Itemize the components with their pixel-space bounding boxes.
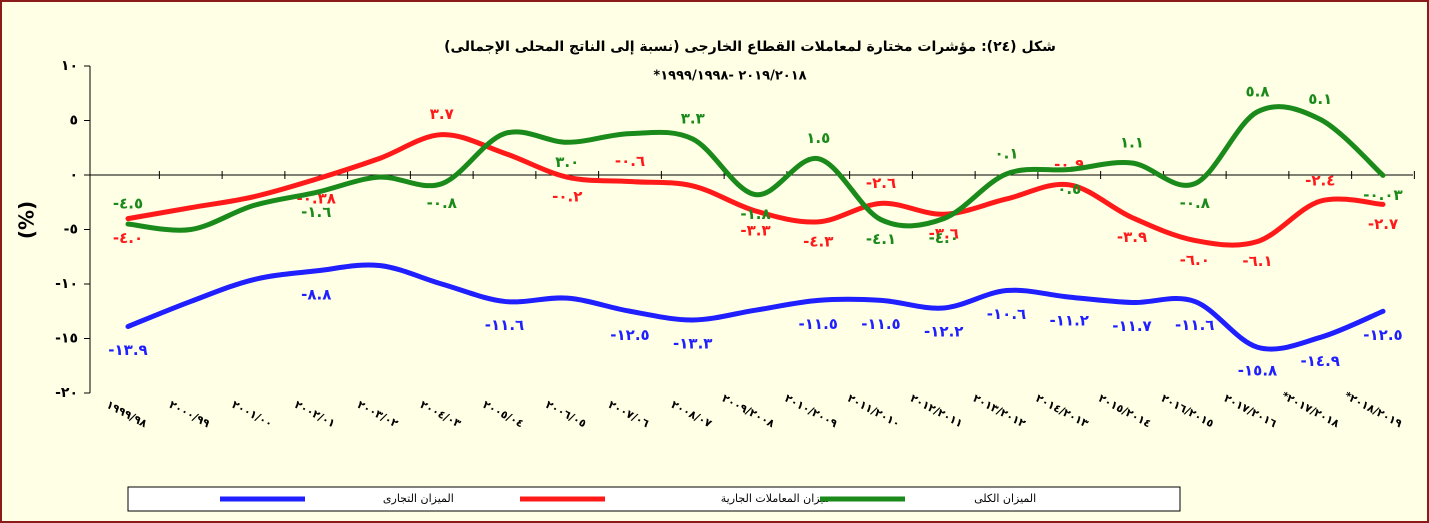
data-label: -٠.٨	[1180, 194, 1210, 212]
data-label: -١.٦	[301, 203, 331, 221]
data-label: -٣.٩	[1117, 228, 1147, 246]
data-label: -١١.٥	[861, 315, 900, 333]
data-label: -٤.٣	[803, 232, 833, 250]
y-tick-label: ٥	[69, 113, 78, 129]
data-label: -٢.٧	[1368, 215, 1398, 233]
data-label: -١٢.٥	[610, 326, 649, 344]
series-line	[125, 262, 1386, 352]
data-label: ١.١	[1120, 134, 1144, 152]
data-label: ٣.٣	[681, 110, 705, 128]
data-label: -٣.٦	[929, 225, 959, 243]
data-label: -١٢.٢	[924, 322, 963, 340]
legend-label: ميزان المعاملات الجارية	[721, 492, 830, 505]
y-tick-label: -١٥	[55, 331, 78, 347]
chart-subtitle: *٢٠١٩/٢٠١٨ -١٩٩٩/١٩٩٨	[653, 69, 806, 84]
data-label: -٤.٥	[113, 195, 143, 213]
data-label: -٤.٠	[929, 229, 959, 247]
data-label: -١٤.٩	[1301, 352, 1340, 370]
legend-label: الميزان التجارى	[383, 492, 454, 505]
data-label: -١٣.٩	[108, 341, 147, 359]
y-axis-label: (%)	[15, 201, 39, 239]
data-label: -١٣.٣	[673, 334, 712, 352]
data-label: -١١.٧	[1112, 317, 1151, 335]
data-label: -٤.١	[866, 230, 896, 248]
series-line	[125, 104, 1386, 233]
data-label: ١.٥	[806, 129, 830, 147]
data-label: -١١.٢	[1050, 312, 1089, 330]
y-tick-label: -٢٠	[55, 385, 78, 401]
data-label: -٦.١	[1242, 252, 1272, 270]
data-label: -٢.٤	[1305, 172, 1335, 190]
data-label: -٣.٣	[740, 221, 770, 239]
data-label: -٢.٦	[866, 174, 896, 192]
data-label: -٨.٨	[301, 285, 331, 303]
data-label: ٣.٧	[430, 105, 454, 123]
data-label: -١١.٥	[799, 315, 838, 333]
y-tick-label: -٥	[64, 222, 78, 238]
data-label: ٠.٥	[1057, 180, 1081, 198]
data-label: -١٢.٥	[1363, 326, 1402, 344]
data-label: -٠.٦	[615, 152, 645, 170]
data-label: ٥.٨	[1245, 82, 1269, 100]
data-label: -٦.٠	[1180, 251, 1210, 269]
data-label: -٤.٠	[113, 229, 143, 247]
data-label: -١١.٦	[1175, 316, 1214, 334]
data-label: -٠.٨	[427, 194, 457, 212]
data-label: -١٥.٨	[1238, 362, 1277, 380]
y-tick-label: -١٠	[55, 276, 78, 292]
y-tick-label: ٠	[69, 167, 78, 183]
data-label: ٥.١	[1308, 90, 1332, 108]
data-label: ٣.٠	[555, 153, 579, 171]
data-label: -٠.٢	[552, 188, 582, 206]
data-label: -١.٨	[740, 205, 770, 223]
y-tick-label: ١٠	[61, 58, 78, 74]
data-label: -٠.٠٣	[1363, 186, 1402, 204]
chart-title: شكل (٢٤): مؤشرات مختارة لمعاملات القطاع …	[444, 39, 1056, 55]
legend-label: الميزان الكلى	[974, 492, 1036, 505]
data-label: -١٠.٦	[987, 305, 1026, 323]
data-label: ٠.١	[994, 144, 1018, 162]
series-line	[125, 132, 1386, 248]
data-label: -١١.٦	[485, 316, 524, 334]
